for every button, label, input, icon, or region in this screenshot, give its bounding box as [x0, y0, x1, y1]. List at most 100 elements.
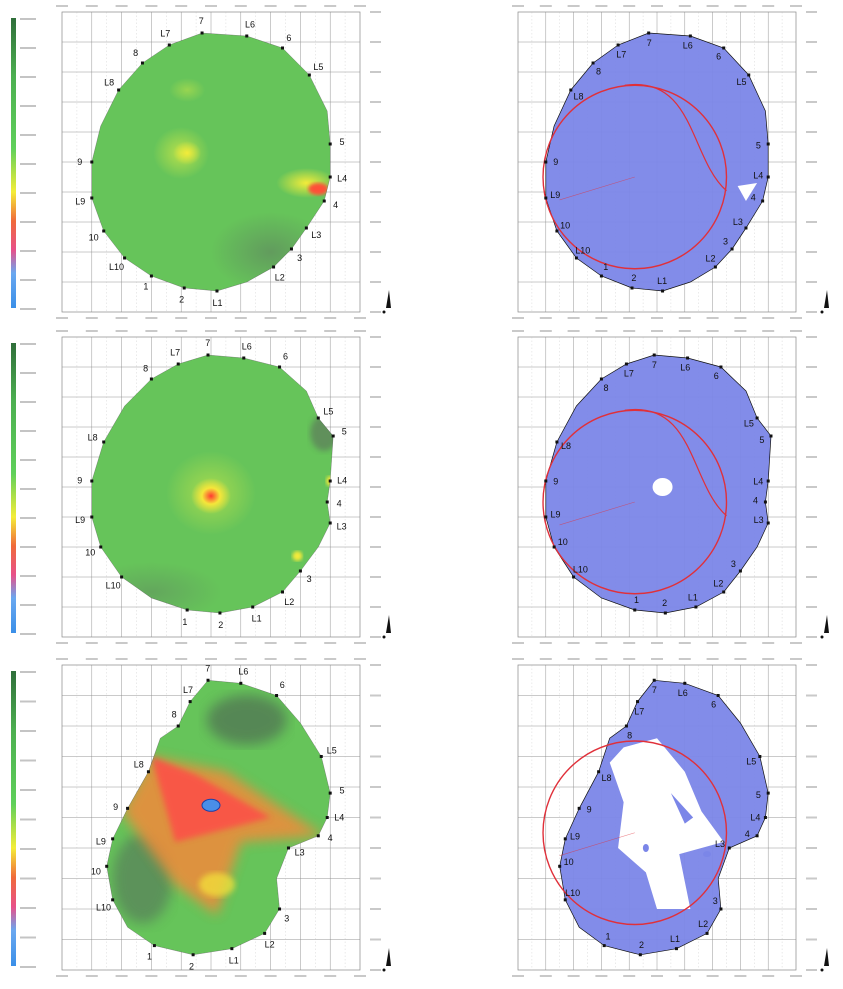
station-marker	[722, 590, 726, 594]
tick-label-right	[370, 576, 381, 578]
station-label: L1	[229, 956, 239, 966]
station-label: L3	[311, 230, 321, 240]
station-label: 7	[205, 338, 210, 348]
station-marker	[744, 226, 748, 230]
station-label: L7	[616, 49, 626, 59]
tick-label-right	[806, 311, 817, 313]
station-label: 9	[77, 475, 82, 485]
station-marker	[683, 681, 687, 685]
tick-label-bottom	[354, 642, 366, 644]
station-marker	[755, 834, 759, 838]
station-marker	[544, 196, 548, 200]
tick-label-top	[651, 330, 663, 332]
station-label: 5	[759, 435, 764, 445]
tick-label-right	[370, 426, 381, 428]
tick-label-top	[678, 5, 691, 7]
color-scale-tick-label	[20, 789, 36, 791]
tick-label-right	[806, 336, 817, 338]
tick-label-right	[806, 516, 817, 518]
tick-label-bottom	[175, 975, 188, 977]
heatmap-panel-2: 7 L6 6 L5 5 L4 4 L3 3 L2 L1 2 1 L10 10 L9 9 L8 8 L7	[11, 330, 391, 644]
heatmap-surface	[91, 355, 334, 613]
station-label: 6	[286, 33, 291, 43]
station-marker	[149, 274, 153, 278]
heatmap-cool-zone	[206, 694, 287, 745]
tick-label-right	[370, 251, 381, 253]
station-marker	[552, 545, 556, 549]
tick-label-right	[806, 847, 817, 849]
station-label: L8	[104, 78, 114, 88]
heatmap-panel-3: 7 L6 6 L5 5 L44 L3 3 L2 L1 2 1 L10 10 L9 9 L8 8 L7	[11, 658, 391, 977]
north-arrow-icon	[820, 635, 824, 639]
tick-label-top	[790, 330, 802, 332]
color-scale-tick-label	[20, 848, 36, 850]
tick-label-top	[294, 330, 307, 332]
north-arrow-icon	[382, 635, 386, 639]
tick-label-right	[806, 251, 817, 253]
tick-label-bottom	[595, 317, 608, 319]
tick-label-top	[595, 5, 608, 7]
station-marker	[558, 864, 562, 868]
station-label: L10	[106, 581, 121, 591]
station-label: 1	[143, 282, 148, 292]
tick-label-top	[734, 658, 747, 660]
tick-label-right	[806, 908, 817, 910]
station-marker	[90, 160, 94, 164]
station-label: L1	[657, 276, 667, 286]
tick-label-top	[324, 5, 337, 7]
tick-label-bottom	[678, 642, 691, 644]
tick-label-bottom	[539, 975, 552, 977]
station-label: L9	[550, 190, 560, 200]
coverage-panel-2: 7 L6 6 L5 5 L4 4 L3 3 L2 L1 2 1 L10 10 L9 9 L8 8 L7	[512, 330, 829, 644]
station-marker	[182, 286, 186, 290]
color-scale-tick-label	[20, 966, 36, 968]
station-label: L4	[753, 171, 763, 181]
tick-label-right	[806, 71, 817, 73]
station-label: L9	[75, 196, 85, 206]
station-label: 1	[605, 931, 610, 941]
station-marker	[727, 846, 731, 850]
tick-label-top	[115, 330, 128, 332]
station-marker	[652, 353, 656, 357]
tick-label-right	[370, 664, 381, 666]
north-arrow-icon	[824, 290, 829, 308]
station-label: 10	[560, 220, 570, 230]
station-label: L7	[170, 347, 180, 357]
north-arrow-icon	[820, 310, 824, 314]
color-scale-tick-label	[20, 575, 36, 577]
tick-label-top	[762, 658, 775, 660]
station-marker	[316, 834, 320, 838]
station-marker	[325, 500, 329, 504]
tick-label-top	[294, 5, 307, 7]
station-marker	[763, 816, 767, 819]
station-label: L5	[746, 757, 756, 767]
station-label: 9	[77, 157, 82, 167]
tick-label-bottom	[205, 317, 217, 319]
tick-label-right	[806, 786, 817, 788]
station-marker	[328, 479, 332, 483]
station-marker	[111, 898, 115, 902]
station-label: L5	[744, 419, 754, 429]
station-label: 6	[280, 680, 285, 690]
station-marker	[633, 608, 637, 612]
color-scale-tick-label	[20, 343, 36, 345]
tick-label-top	[56, 658, 68, 660]
tick-label-top	[264, 330, 277, 332]
color-scale-tick-label	[20, 308, 36, 310]
station-marker	[99, 545, 103, 549]
station-label: L5	[313, 62, 323, 72]
coverage-island	[642, 844, 649, 852]
color-scale-tick-label	[20, 488, 36, 490]
station-marker	[766, 142, 770, 146]
tick-label-top	[539, 330, 552, 332]
station-marker	[176, 724, 180, 728]
tick-label-top	[595, 658, 608, 660]
tick-label-top	[175, 658, 188, 660]
station-marker	[278, 365, 282, 369]
station-marker	[761, 199, 765, 203]
tick-label-bottom	[734, 317, 747, 319]
tick-label-right	[806, 101, 817, 103]
tick-label-top	[85, 5, 98, 7]
station-marker	[694, 605, 698, 609]
station-marker	[705, 931, 709, 935]
